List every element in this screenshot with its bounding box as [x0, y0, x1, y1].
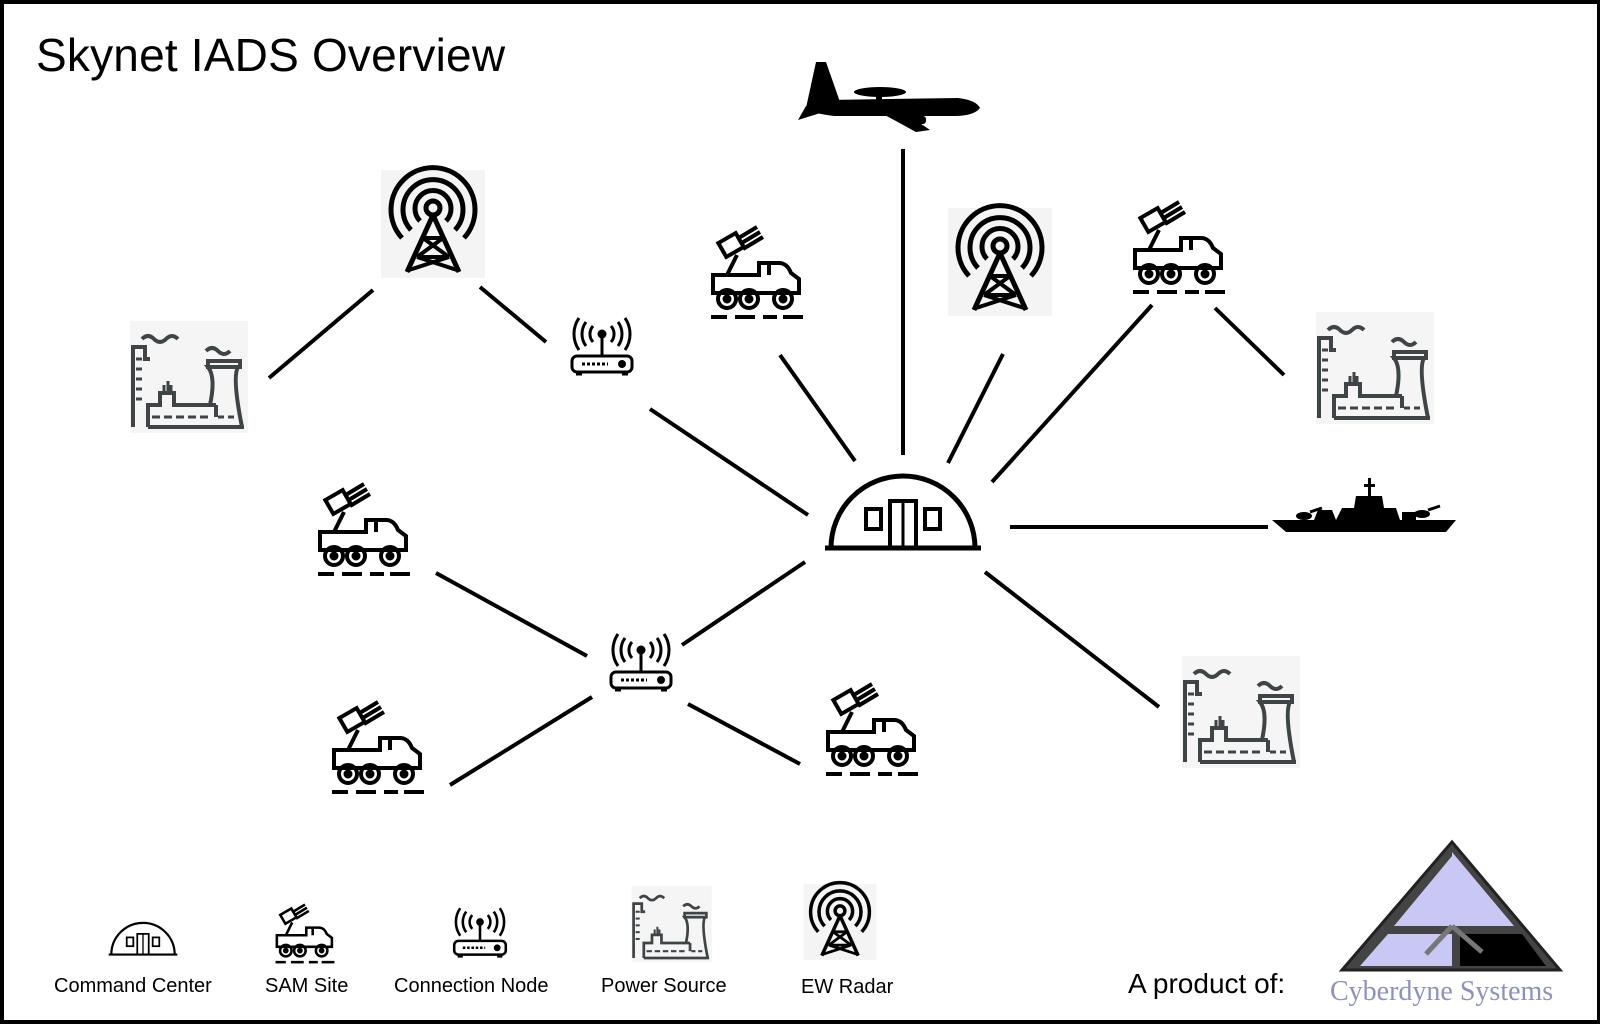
power-source-icon [1314, 310, 1436, 426]
legend-sam-site-icon [274, 903, 336, 964]
legend-sam-site-label: SAM Site [265, 975, 349, 997]
connection-node-icon [570, 316, 634, 376]
connection-lines [267, 149, 1286, 787]
connection-node-icon [609, 632, 673, 692]
legend-command-center-icon [107, 921, 179, 956]
credit-label: A product of: [1128, 968, 1286, 999]
command-center-icon [825, 476, 981, 548]
ew-radar-icon [381, 168, 485, 278]
legend-power-source-label: Power Source [601, 975, 727, 997]
ew-radar-icon [948, 206, 1052, 316]
sam-site-icon [330, 700, 426, 794]
sam-site-icon [824, 682, 920, 776]
power-source-icon [128, 319, 250, 435]
page-title: Skynet IADS Overview [36, 29, 506, 81]
sam-site-icon [316, 482, 412, 576]
power-source-icon [1180, 654, 1302, 770]
legend-ew-radar-label: EW Radar [801, 976, 894, 998]
legend-connection-node-icon [452, 906, 508, 958]
awacs-aircraft-icon [798, 62, 980, 132]
ship-icon [1270, 476, 1458, 534]
legend-connection-node-label: Connection Node [394, 975, 549, 997]
sam-site-icon [1131, 200, 1227, 294]
sam-site-icon [709, 225, 805, 319]
cyberdyne-logo [1338, 839, 1564, 972]
legend-ew-radar-icon [801, 880, 879, 962]
legend-power-source-icon [630, 884, 714, 964]
legend-command-center-label: Command Center [54, 975, 212, 997]
company-name: Cyberdyne Systems [1330, 976, 1554, 1007]
